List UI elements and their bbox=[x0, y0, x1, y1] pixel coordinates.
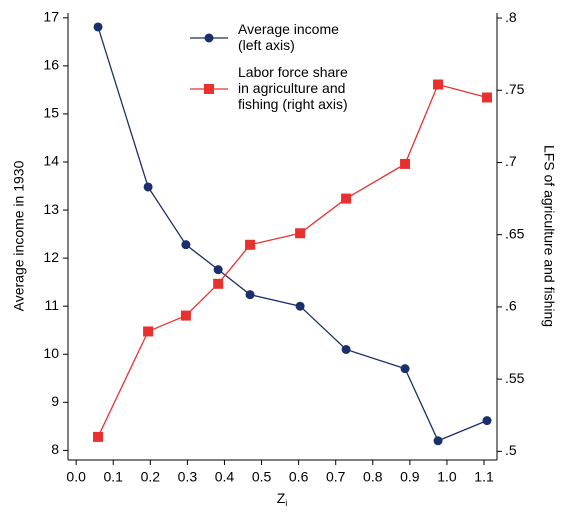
point bbox=[245, 239, 256, 250]
y-tick-label: 16 bbox=[43, 57, 59, 73]
x-tick-label: 0.2 bbox=[141, 469, 161, 485]
legend-label: Labor force share in agriculture and fishi… bbox=[238, 64, 348, 112]
point bbox=[295, 301, 305, 311]
x-tick-label: 0.7 bbox=[326, 469, 346, 485]
y2-tick-label: .7 bbox=[505, 153, 517, 169]
point bbox=[93, 431, 104, 442]
y-tick-label: 17 bbox=[43, 9, 59, 25]
x-tick-label: 0.8 bbox=[363, 469, 383, 485]
x-tick-label: 0.4 bbox=[215, 469, 235, 485]
y-tick-label: 15 bbox=[43, 105, 59, 121]
x-tick-label: 1.1 bbox=[474, 469, 494, 485]
x-axis-title: Zi bbox=[277, 490, 288, 509]
x-tick-label: 1.0 bbox=[437, 469, 457, 485]
x-tick-label: 0.9 bbox=[400, 469, 420, 485]
point bbox=[482, 416, 492, 426]
point bbox=[400, 158, 411, 169]
x-tick-label: 0.0 bbox=[66, 469, 86, 485]
y-tick-label: 12 bbox=[43, 249, 59, 265]
y2-tick-label: .75 bbox=[505, 81, 525, 97]
y-tick-label: 11 bbox=[44, 297, 59, 313]
y-tick-label: 14 bbox=[43, 153, 59, 169]
legend-marker bbox=[204, 84, 214, 94]
series-line bbox=[97, 83, 488, 438]
legend-marker bbox=[204, 33, 214, 43]
point bbox=[181, 240, 191, 250]
y-tick-label: 8 bbox=[51, 441, 59, 457]
point bbox=[433, 79, 444, 90]
x-tick-label: 0.5 bbox=[252, 469, 272, 485]
point bbox=[341, 344, 351, 354]
y2-tick-label: .65 bbox=[505, 225, 525, 241]
point bbox=[143, 182, 153, 192]
series-line bbox=[97, 26, 488, 442]
point bbox=[295, 228, 306, 239]
x-tick-label: 0.3 bbox=[178, 469, 198, 485]
x-tick-label: 0.1 bbox=[104, 469, 124, 485]
y-tick-label: 13 bbox=[43, 201, 59, 217]
y2-tick-label: .6 bbox=[505, 298, 517, 314]
point bbox=[213, 265, 223, 275]
y-tick-label: 9 bbox=[51, 393, 59, 409]
point bbox=[341, 193, 352, 204]
y2-axis-title: LFS of agriculture and fishing bbox=[541, 145, 557, 327]
legend-label: Average income (left axis) bbox=[238, 21, 339, 53]
point bbox=[400, 364, 410, 374]
y2-tick-label: .5 bbox=[505, 442, 517, 458]
point bbox=[481, 92, 492, 103]
point bbox=[213, 278, 224, 289]
y2-tick-label: .8 bbox=[505, 9, 517, 25]
point bbox=[245, 290, 255, 300]
x-tick-label: 0.6 bbox=[289, 469, 309, 485]
y-tick-label: 10 bbox=[43, 345, 59, 361]
y2-tick-label: .55 bbox=[505, 370, 525, 386]
point bbox=[180, 310, 191, 321]
point bbox=[433, 436, 443, 446]
point bbox=[143, 326, 154, 337]
y-axis-title: Average income in 1930 bbox=[11, 160, 27, 311]
point bbox=[93, 22, 103, 32]
